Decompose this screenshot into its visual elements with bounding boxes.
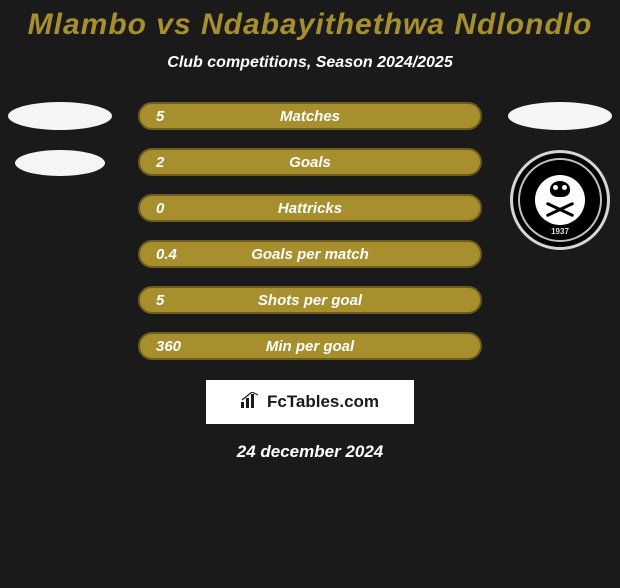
watermark: FcTables.com (206, 380, 414, 424)
placeholder-ellipse (8, 102, 112, 130)
stat-bar: 360 Min per goal (138, 332, 482, 360)
footer-date: 24 december 2024 (0, 442, 620, 462)
stat-bar: 5 Matches (138, 102, 482, 130)
player-right-badges: 1937 (508, 102, 612, 250)
stat-label: Shots per goal (258, 292, 362, 309)
crossbones-icon (545, 203, 575, 217)
stat-label: Matches (280, 108, 340, 125)
stat-bars: 5 Matches 2 Goals 0 Hattricks 0.4 Goals per mat… (138, 102, 482, 360)
stat-value: 0.4 (156, 246, 196, 263)
stat-bar: 5 Shots per goal (138, 286, 482, 314)
stat-label: Goals per match (251, 246, 369, 263)
stat-bar: 2 Goals (138, 148, 482, 176)
stat-bar: 0.4 Goals per match (138, 240, 482, 268)
stat-value: 360 (156, 338, 196, 355)
stat-value: 0 (156, 200, 196, 217)
stat-label: Min per goal (266, 338, 354, 355)
crest-center (535, 175, 585, 225)
skull-icon (550, 181, 570, 197)
stat-label: Hattricks (278, 200, 342, 217)
stat-bar: 0 Hattricks (138, 194, 482, 222)
placeholder-ellipse (508, 102, 612, 130)
stat-label: Goals (289, 154, 331, 171)
player-left-badges (8, 102, 112, 176)
crest-ring: 1937 (518, 158, 602, 242)
comparison-subtitle: Club competitions, Season 2024/2025 (0, 54, 620, 72)
comparison-title: Mlambo vs Ndabayithethwa Ndlondlo (0, 8, 620, 42)
chart-icon (241, 392, 261, 413)
watermark-text: FcTables.com (267, 392, 379, 412)
stat-value: 5 (156, 108, 196, 125)
crest-year: 1937 (520, 227, 600, 236)
club-crest: 1937 (510, 150, 610, 250)
stat-value: 5 (156, 292, 196, 309)
stat-value: 2 (156, 154, 196, 171)
placeholder-ellipse (15, 150, 105, 176)
comparison-content: 1937 5 Matches 2 Goals 0 Hattricks 0.4 Goals pe… (0, 102, 620, 360)
